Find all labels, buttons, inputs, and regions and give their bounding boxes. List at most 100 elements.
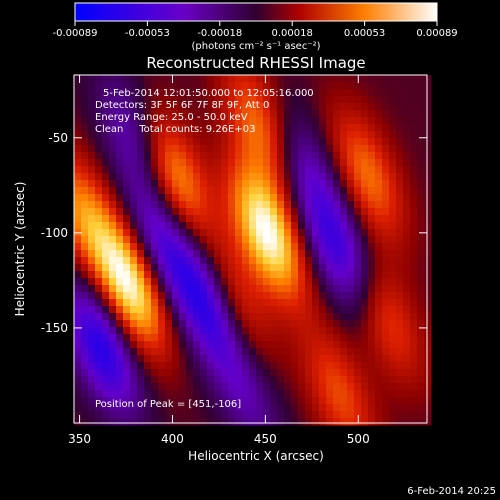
heatmap-cell [277, 152, 285, 160]
heatmap-cell [109, 404, 117, 412]
heatmap-cell [333, 215, 341, 223]
heatmap-cell [144, 334, 152, 342]
heatmap-cell [242, 229, 250, 237]
heatmap-cell [298, 243, 306, 251]
heatmap-cell [326, 110, 334, 118]
heatmap-cell [81, 257, 89, 265]
heatmap-cell [368, 292, 376, 300]
heatmap-cell [193, 306, 201, 314]
heatmap-cell [326, 404, 334, 412]
heatmap-cell [130, 236, 138, 244]
heatmap-cell [270, 173, 278, 181]
heatmap-cell [410, 222, 418, 230]
heatmap-cell [270, 313, 278, 321]
heatmap-cell [144, 208, 152, 216]
heatmap-cell [242, 159, 250, 167]
heatmap-cell [263, 369, 271, 377]
heatmap-cell [319, 327, 327, 335]
heatmap-cell [396, 250, 404, 258]
heatmap-cell [151, 145, 159, 153]
heatmap-cell [263, 306, 271, 314]
heatmap-cell [382, 397, 390, 405]
heatmap-cell [158, 243, 166, 251]
heatmap-cell [214, 404, 222, 412]
heatmap-cell [144, 131, 152, 139]
heatmap-cell [389, 166, 397, 174]
heatmap-cell [109, 103, 117, 111]
heatmap-cell [354, 271, 362, 279]
heatmap-cell [242, 173, 250, 181]
heatmap-cell [375, 278, 383, 286]
heatmap-cell [88, 264, 96, 272]
heatmap-cell [347, 306, 355, 314]
heatmap-cell [151, 222, 159, 230]
heatmap-cell [74, 299, 82, 307]
heatmap-cell [347, 285, 355, 293]
heatmap-cell [361, 334, 369, 342]
heatmap-cell [193, 313, 201, 321]
heatmap-cell [130, 222, 138, 230]
heatmap-cell [109, 418, 117, 426]
heatmap-cell [81, 201, 89, 209]
heatmap-cell [298, 271, 306, 279]
heatmap-cell [263, 159, 271, 167]
heatmap-cell [186, 369, 194, 377]
heatmap-cell [88, 131, 96, 139]
heatmap-cell [221, 180, 229, 188]
heatmap-cell [277, 159, 285, 167]
heatmap-cell [74, 362, 82, 370]
heatmap-cell [340, 250, 348, 258]
heatmap-cell [123, 131, 131, 139]
heatmap-cell [319, 103, 327, 111]
heatmap-cell [333, 103, 341, 111]
heatmap-cell [200, 355, 208, 363]
heatmap-cell [193, 145, 201, 153]
heatmap-cell [200, 390, 208, 398]
heatmap-cell [102, 397, 110, 405]
heatmap-cell [417, 201, 425, 209]
heatmap-cell [130, 306, 138, 314]
heatmap-cell [172, 236, 180, 244]
heatmap-cell [228, 166, 236, 174]
heatmap-cell [319, 236, 327, 244]
heatmap-cell [193, 194, 201, 202]
heatmap-cell [410, 264, 418, 272]
heatmap-cell [333, 222, 341, 230]
heatmap-cell [403, 159, 411, 167]
heatmap-cell [179, 194, 187, 202]
heatmap-cell [172, 229, 180, 237]
heatmap-cell [214, 152, 222, 160]
heatmap-cell [410, 418, 418, 426]
heatmap-cell [326, 131, 334, 139]
heatmap-cell [424, 348, 432, 356]
heatmap-cell [347, 159, 355, 167]
heatmap-cell [116, 292, 124, 300]
heatmap-cell [109, 180, 117, 188]
heatmap-cell [277, 327, 285, 335]
heatmap-cell [382, 131, 390, 139]
heatmap-cell [193, 292, 201, 300]
heatmap-cell [158, 418, 166, 426]
heatmap-cell [389, 397, 397, 405]
heatmap-cell [326, 152, 334, 160]
heatmap-cell [95, 229, 103, 237]
heatmap-cell [277, 313, 285, 321]
heatmap-cell [312, 243, 320, 251]
heatmap-cell [396, 103, 404, 111]
heatmap-cell [361, 152, 369, 160]
heatmap-cell [354, 243, 362, 251]
heatmap-cell [151, 390, 159, 398]
heatmap-cell [389, 320, 397, 328]
heatmap-cell [333, 376, 341, 384]
heatmap-cell [298, 159, 306, 167]
heatmap-cell [130, 320, 138, 328]
heatmap-cell [249, 264, 257, 272]
heatmap-cell [207, 285, 215, 293]
heatmap-cell [326, 341, 334, 349]
heatmap-cell [375, 166, 383, 174]
heatmap-cell [263, 145, 271, 153]
heatmap-cell [137, 187, 145, 195]
heatmap-cell [263, 110, 271, 118]
heatmap-cell [298, 404, 306, 412]
heatmap-cell [158, 159, 166, 167]
